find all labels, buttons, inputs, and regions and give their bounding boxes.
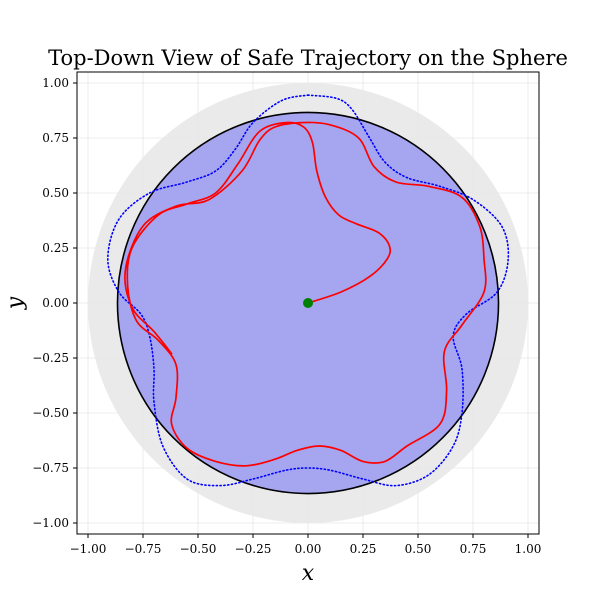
ticks: −1.00 −0.75 −0.50 −0.25 0.00 0.25 0.50 0.75 1.00…	[32, 76, 541, 556]
y-tick-label-2: −0.50	[32, 406, 69, 420]
x-tick-label-3: −0.25	[235, 542, 272, 556]
y-tick-label-8: 1.00	[42, 76, 69, 90]
x-tick-label-5: 0.25	[350, 542, 377, 556]
y-tick-label-5: 0.25	[42, 241, 69, 255]
x-tick-label-1: −0.75	[125, 542, 162, 556]
y-tick-label-7: 0.75	[42, 131, 69, 145]
y-tick-label-4: 0.00	[42, 296, 69, 310]
x-tick-label-2: −0.50	[180, 542, 217, 556]
y-axis-label: y	[3, 296, 28, 310]
start-marker	[303, 298, 313, 308]
y-tick-label-6: 0.50	[42, 186, 69, 200]
y-tick-label-0: −1.00	[32, 516, 69, 530]
y-tick-label-1: −0.75	[32, 461, 69, 475]
x-tick-label-7: 0.75	[460, 542, 487, 556]
x-tick-label-6: 0.50	[405, 542, 432, 556]
trajectory-curve	[124, 121, 487, 467]
x-tick-label-8: 1.00	[515, 542, 542, 556]
chart-title: Top-Down View of Safe Trajectory on the …	[48, 46, 568, 70]
y-tick-label-3: −0.25	[32, 351, 69, 365]
x-tick-label-4: 0.00	[295, 542, 322, 556]
boundary-curve-dotted	[107, 94, 510, 487]
x-axis-label: x	[302, 561, 315, 586]
x-tick-label-0: −1.00	[70, 542, 107, 556]
series-layer	[107, 94, 510, 487]
